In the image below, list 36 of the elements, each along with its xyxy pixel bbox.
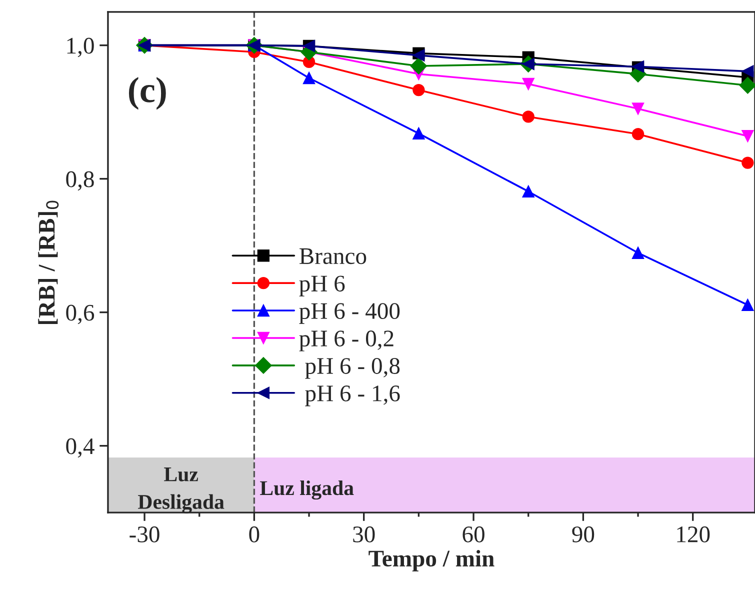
point [632, 102, 644, 115]
legend-label: pH 6 - 1,6 [305, 386, 400, 406]
legend-label: pH 6 [299, 276, 345, 296]
point [742, 298, 754, 312]
band-label: Luz ligada [260, 480, 354, 500]
point [742, 156, 754, 169]
band-label: Luz Desligada [138, 468, 224, 514]
legend-label: pH 6 - 400 [299, 303, 400, 324]
x-tick-label: 60 [462, 526, 484, 542]
annotation: (c) [128, 76, 166, 110]
point [412, 127, 425, 140]
x-axis-title: Tempo / min [368, 550, 494, 572]
y-tick-label: 0,6 [66, 304, 94, 324]
x-tick-label: 90 [572, 526, 594, 542]
x-tick-label: 30 [353, 526, 375, 542]
y-axis-title: [RB] / [RB]$_{0}$ [38, 200, 59, 324]
x-tick-label: 0 [249, 526, 260, 542]
point [522, 78, 534, 90]
y-tick-label: 0,8 [66, 171, 94, 191]
y-tick-label: 0,4 [66, 438, 94, 458]
x-tick-label: -30 [130, 526, 160, 542]
point [632, 246, 644, 259]
point [412, 84, 425, 96]
legend-label: pH 6 - 0,8 [305, 358, 400, 379]
legend-label: pH 6 - 0,2 [299, 330, 394, 352]
point [742, 65, 754, 78]
point [742, 130, 754, 142]
legend-label: Branco [300, 248, 366, 264]
point [632, 128, 644, 140]
point [302, 72, 316, 84]
x-tick-label: 120 [677, 526, 710, 542]
point [739, 76, 755, 94]
point [410, 58, 428, 74]
point [522, 185, 534, 198]
y-tick-label: 1,0 [67, 38, 94, 58]
point [522, 110, 534, 123]
